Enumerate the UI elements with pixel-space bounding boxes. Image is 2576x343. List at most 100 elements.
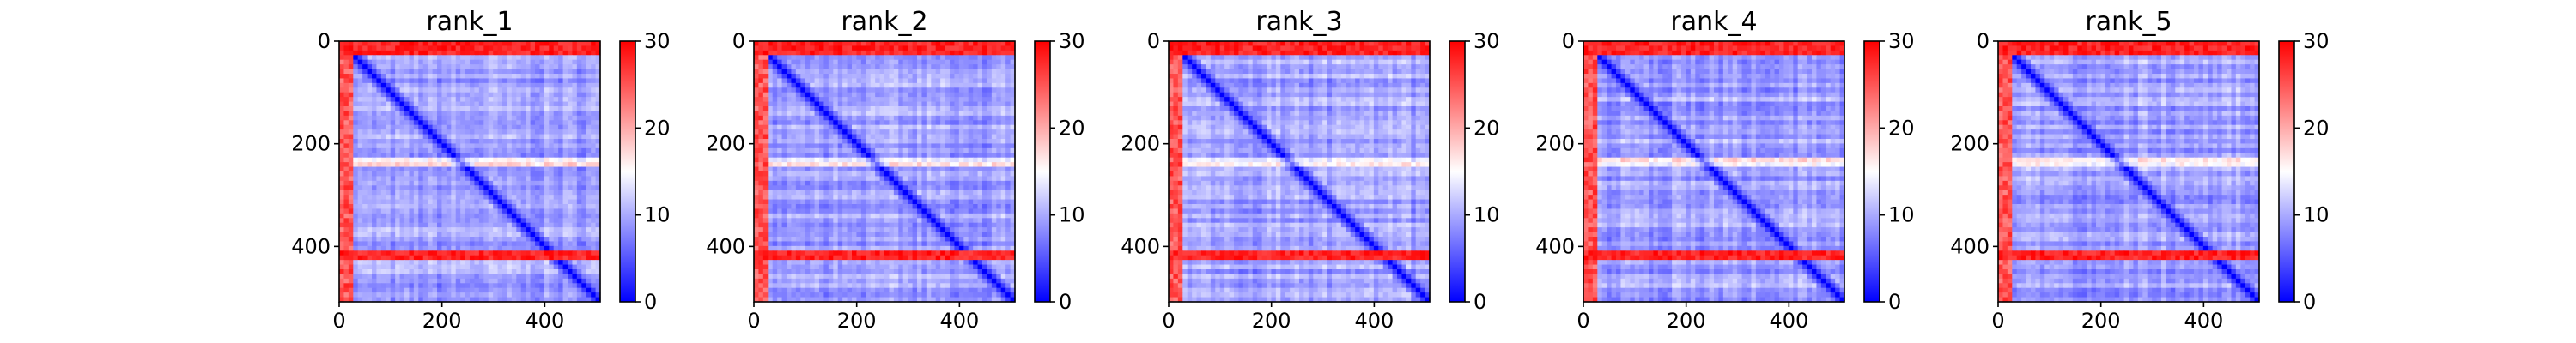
heatmap-cell xyxy=(991,185,997,191)
heatmap-cell xyxy=(432,264,438,270)
heatmap-cell xyxy=(781,69,787,75)
heatmap-cell xyxy=(470,166,476,172)
heatmap-cell xyxy=(795,153,801,159)
heatmap-cell xyxy=(595,59,601,65)
heatmap-cell xyxy=(535,120,541,126)
heatmap-cell xyxy=(451,74,457,80)
heatmap-cell xyxy=(814,129,820,135)
heatmap-cell xyxy=(893,139,899,145)
heatmap-cell xyxy=(908,139,914,145)
heatmap-cell xyxy=(535,180,541,186)
heatmap-cell xyxy=(348,287,354,293)
heatmap-cell xyxy=(833,97,839,103)
heatmap-cell xyxy=(399,176,405,182)
heatmap-cell xyxy=(432,162,438,168)
heatmap-cell xyxy=(898,50,904,56)
heatmap-cell xyxy=(386,157,392,163)
heatmap-cell xyxy=(372,87,378,93)
heatmap-cell xyxy=(912,180,918,186)
heatmap-cell xyxy=(879,101,885,107)
heatmap-cell xyxy=(595,274,601,280)
heatmap-cell xyxy=(399,237,405,243)
heatmap-cell xyxy=(576,143,582,149)
heatmap-cell xyxy=(768,59,774,65)
heatmap-cell xyxy=(852,87,858,93)
heatmap-cell xyxy=(413,97,419,103)
heatmap-cell xyxy=(386,55,392,61)
heatmap-cell xyxy=(814,172,820,178)
heatmap-cell xyxy=(800,124,806,130)
heatmap-cell xyxy=(996,45,1002,51)
heatmap-cell xyxy=(921,101,927,107)
heatmap-cell xyxy=(572,195,578,201)
heatmap-cell xyxy=(478,41,484,47)
heatmap-cell xyxy=(357,190,363,196)
heatmap-cell xyxy=(581,147,587,153)
heatmap-cell xyxy=(502,227,508,233)
heatmap-cell xyxy=(362,274,368,280)
heatmap-cell xyxy=(395,82,401,88)
heatmap-cell xyxy=(362,55,368,61)
heatmap-cell xyxy=(754,134,760,140)
heatmap-cell xyxy=(768,166,774,172)
heatmap-cell xyxy=(576,139,582,145)
heatmap-cell xyxy=(870,147,876,153)
heatmap-cell xyxy=(996,134,1002,140)
heatmap-cell xyxy=(437,106,443,112)
heatmap-cell xyxy=(823,139,829,145)
heatmap-cell xyxy=(455,41,461,47)
heatmap-cell xyxy=(768,64,774,70)
heatmap-cell xyxy=(842,185,848,191)
heatmap-cell xyxy=(348,172,354,178)
heatmap-cell xyxy=(455,287,461,293)
heatmap-cell xyxy=(572,218,578,224)
heatmap-cell xyxy=(553,129,559,135)
heatmap-cell xyxy=(595,264,601,270)
heatmap-cell xyxy=(963,41,969,47)
heatmap-cell xyxy=(893,92,899,98)
heatmap-cell xyxy=(455,92,461,98)
heatmap-cell xyxy=(483,78,489,84)
heatmap-cell xyxy=(386,166,392,172)
heatmap-cell xyxy=(441,190,447,196)
heatmap-cell xyxy=(357,269,363,275)
heatmap-cell xyxy=(791,143,797,149)
heatmap-cell xyxy=(558,166,564,172)
heatmap-cell xyxy=(875,111,881,117)
heatmap-cell xyxy=(595,92,601,98)
heatmap-cell xyxy=(516,292,522,298)
heatmap-cell xyxy=(470,55,476,61)
heatmap-cell xyxy=(558,59,564,65)
heatmap-cell xyxy=(348,74,354,80)
heatmap-cell xyxy=(465,213,471,219)
heatmap-cell xyxy=(507,274,513,280)
heatmap-cell xyxy=(991,55,997,61)
heatmap-cell xyxy=(842,143,848,149)
heatmap-cell xyxy=(343,64,349,70)
heatmap-cell xyxy=(390,172,396,178)
heatmap-cell xyxy=(339,134,345,140)
heatmap-cell xyxy=(437,139,443,145)
heatmap-cell xyxy=(413,250,419,256)
heatmap-cell xyxy=(507,143,513,149)
heatmap-cell xyxy=(898,153,904,159)
heatmap-cell xyxy=(488,41,494,47)
heatmap-cell xyxy=(549,101,555,107)
heatmap-cell xyxy=(833,74,839,80)
heatmap-cell xyxy=(428,153,434,159)
heatmap-cell xyxy=(1010,124,1016,130)
heatmap-cell xyxy=(516,97,522,103)
heatmap-cell xyxy=(562,274,568,280)
heatmap-cell xyxy=(968,153,974,159)
heatmap-cell xyxy=(553,82,559,88)
heatmap-cell xyxy=(353,59,359,65)
heatmap-cell xyxy=(432,227,438,233)
heatmap-cell xyxy=(465,64,471,70)
heatmap-cell xyxy=(828,172,834,178)
heatmap-cell xyxy=(987,92,993,98)
heatmap-cell xyxy=(460,69,466,75)
heatmap-cell xyxy=(805,153,811,159)
heatmap-cell xyxy=(413,106,419,112)
heatmap-cell xyxy=(502,222,508,228)
heatmap-cell xyxy=(852,115,858,121)
